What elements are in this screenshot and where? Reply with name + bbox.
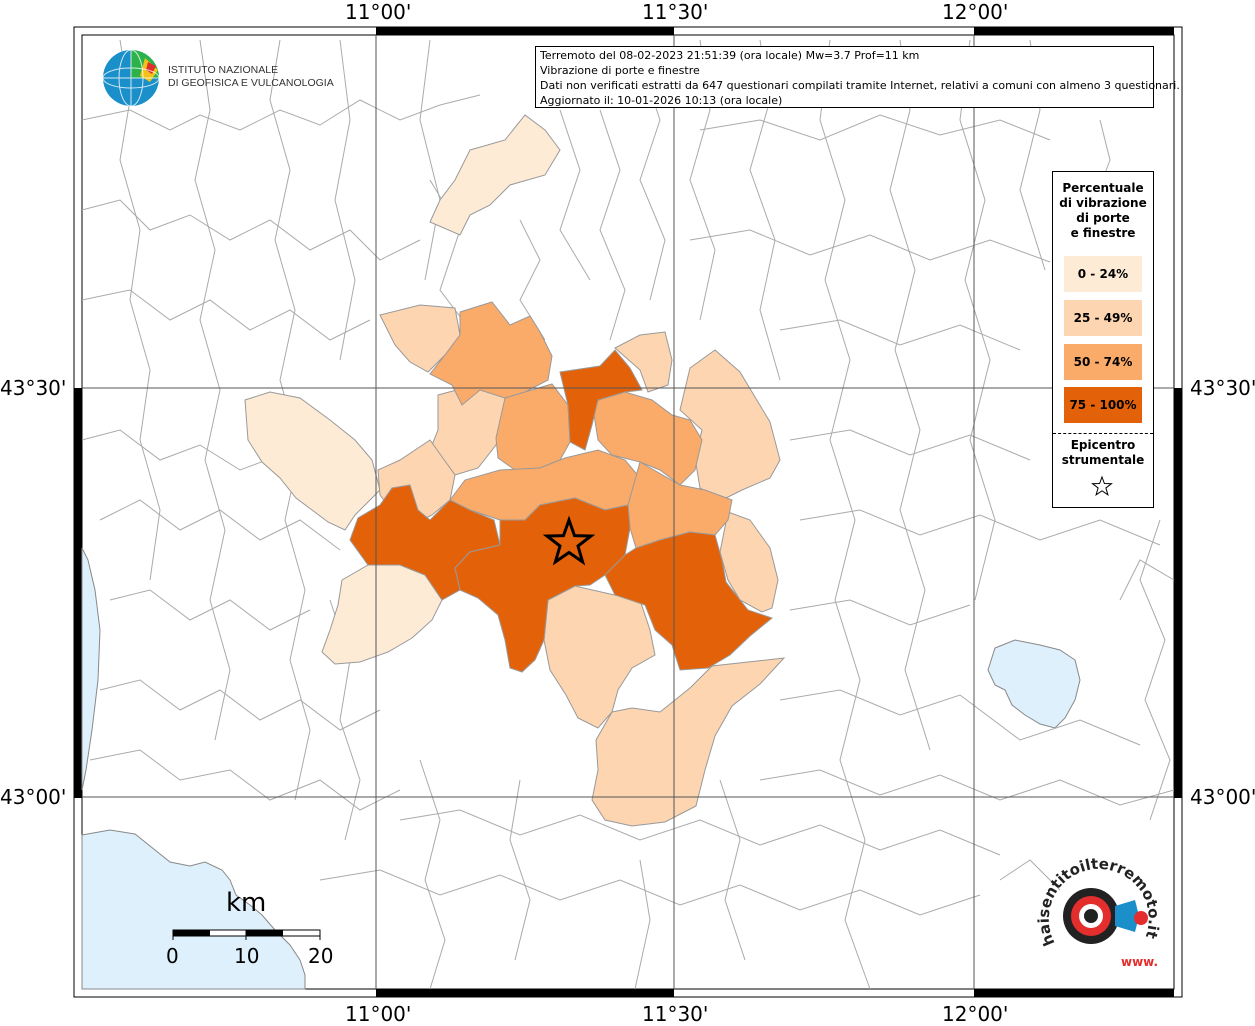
- class-0-24: [244, 114, 561, 665]
- tyrrhenian-sea-north: [81, 547, 101, 791]
- class-50-74: [429, 301, 733, 549]
- legend-class-50-74: 50 - 74%: [1064, 344, 1142, 380]
- institute-name: ISTITUTO NAZIONALE DI GEOFISICA E VULCAN…: [168, 64, 334, 90]
- legend-class-25-49: 25 - 49%: [1064, 300, 1142, 336]
- scale-tick-20: 20: [308, 944, 334, 968]
- legend-class-0-24: 0 - 24%: [1064, 256, 1142, 292]
- epicenter-star: [542, 515, 596, 566]
- event-data-note: Dati non verificati estratti da 647 ques…: [540, 79, 1180, 92]
- axis-bottom-1: 11°00': [345, 1002, 412, 1026]
- graticule: [82, 35, 1174, 989]
- event-info-box: Terremoto del 08-02-2023 21:51:39 (ora l…: [535, 46, 1180, 108]
- legend-title-line4: e finestre: [1070, 226, 1136, 240]
- scale-tick-10: 10: [234, 944, 260, 968]
- region-north: [429, 114, 561, 236]
- axis-top-1: 11°00': [345, 0, 412, 24]
- region-west-high: [349, 484, 501, 601]
- axis-right-2: 43°00': [1190, 785, 1255, 809]
- ingv-globe-logo: [102, 49, 160, 107]
- water-bodies: [81, 547, 1081, 990]
- legend-epicenter-line2: strumentale: [1061, 453, 1145, 467]
- legend-epicenter-line1: Epicentro: [1070, 438, 1136, 452]
- axis-bottom-2: 11°30': [642, 1002, 709, 1026]
- legend-title-line1: Percentuale: [1062, 181, 1144, 195]
- axis-left-2: 43°00': [0, 785, 67, 809]
- legend-title-line3: di porte: [1076, 211, 1130, 225]
- region-north-high: [559, 349, 643, 451]
- legend-star-icon: [1091, 475, 1113, 496]
- region-east-high: [604, 531, 774, 671]
- axis-left-1: 43°30': [0, 376, 67, 400]
- legend-epicenter-label: Epicentro strumentale: [1053, 438, 1153, 468]
- region-ne1: [614, 331, 673, 393]
- lake-trasimeno: [987, 639, 1081, 729]
- scale-bar: [172, 929, 321, 940]
- legend: Percentuale di vibrazione di porte e fin…: [1052, 171, 1154, 508]
- legend-title-line2: di vibrazione: [1059, 196, 1147, 210]
- region-east2: [719, 511, 779, 613]
- axis-right-1: 43°30': [1190, 376, 1255, 400]
- institute-line2: DI GEOFISICA E VULCANOLOGIA: [168, 77, 334, 89]
- scale-unit: km: [226, 888, 267, 918]
- event-subtitle: Vibrazione di porte e finestre: [540, 64, 700, 77]
- legend-class-75-100: 75 - 100%: [1064, 387, 1142, 423]
- event-title: Terremoto del 08-02-2023 21:51:39 (ora l…: [540, 49, 920, 62]
- scale-tick-0: 0: [166, 944, 179, 968]
- region-n2: [495, 383, 571, 471]
- event-updated: Aggiornato il: 10-01-2026 10:13 (ora loc…: [540, 94, 783, 107]
- region-south2: [591, 657, 786, 827]
- legend-title: Percentuale di vibrazione di porte e fin…: [1053, 181, 1153, 241]
- frame-bars: [74, 27, 1182, 997]
- tyrrhenian-sea-south: [81, 829, 306, 990]
- hai-sentito-logo: haisentitoilterremoto.it www.: [1035, 855, 1163, 969]
- municipality-borders: [81, 39, 1175, 990]
- axis-bottom-3: 12°00': [942, 1002, 1009, 1026]
- region-west: [244, 391, 381, 531]
- axis-top-3: 12°00': [942, 0, 1009, 24]
- class-25-49: [377, 304, 786, 827]
- axis-top-2: 11°30': [642, 0, 709, 24]
- legend-separator: [1053, 433, 1153, 434]
- logo-www: www.: [1121, 955, 1158, 969]
- institute-line1: ISTITUTO NAZIONALE: [168, 64, 279, 76]
